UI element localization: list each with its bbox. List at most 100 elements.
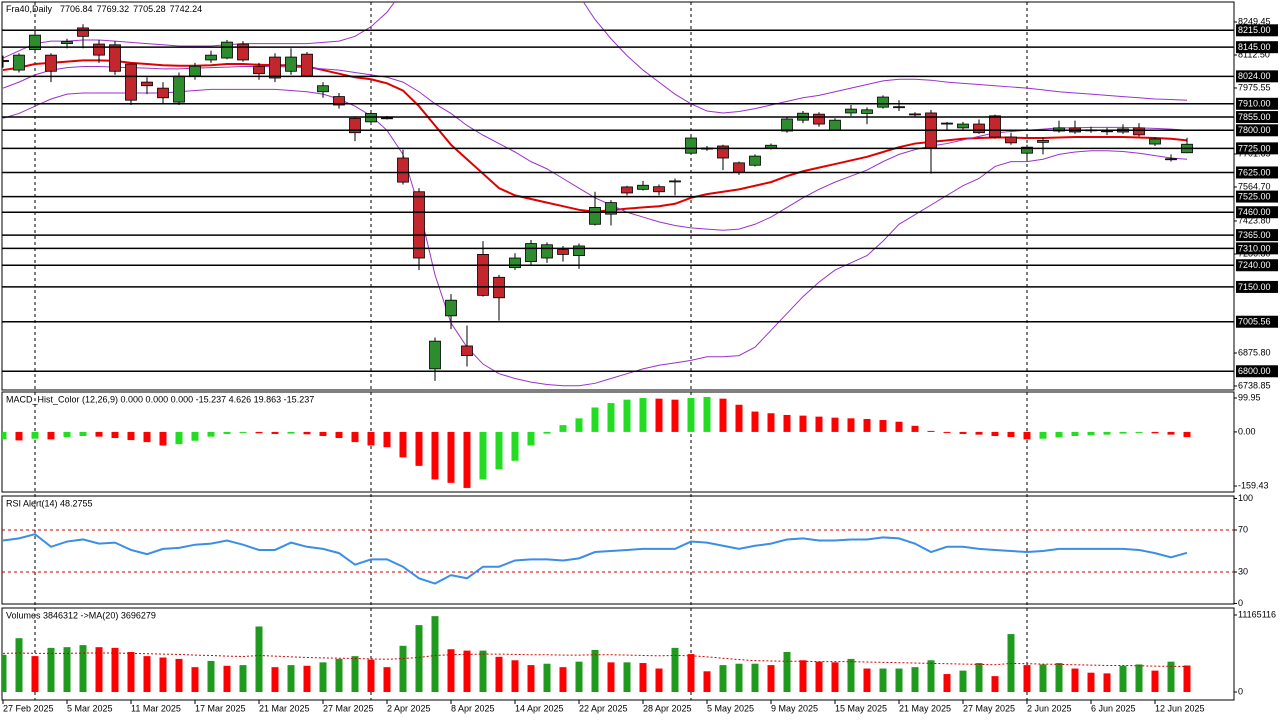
panel-title: RSI Alert(14) 48.2755 <box>6 498 93 508</box>
candle-body <box>205 54 217 61</box>
bar <box>1071 668 1079 692</box>
candle-body <box>909 113 921 116</box>
bar <box>223 665 231 692</box>
x-tick-label: 5 Mar 2025 <box>67 703 113 713</box>
bar <box>335 658 343 692</box>
bar <box>431 431 439 480</box>
bar <box>127 652 135 692</box>
level-label-box <box>1236 229 1278 242</box>
rsi-panel <box>1 495 1235 605</box>
candle-body <box>989 115 1001 138</box>
candle-body <box>77 27 89 37</box>
x-tick-label: 9 May 2025 <box>771 703 818 713</box>
x-tick-label: 28 Apr 2025 <box>643 703 692 713</box>
candle-body <box>157 87 169 99</box>
bar <box>671 647 679 692</box>
candle-body <box>509 257 521 269</box>
indicator-line <box>2 2 1188 114</box>
bar <box>399 645 407 692</box>
bar <box>1183 665 1191 692</box>
x-tick-label: 8 Apr 2025 <box>451 703 495 713</box>
candle-body <box>829 119 841 131</box>
bar <box>271 431 279 434</box>
candle-body <box>333 96 345 106</box>
bar <box>687 397 695 432</box>
y-tick-label: 99.95 <box>1238 392 1261 402</box>
candle-body <box>397 157 409 183</box>
bar <box>863 668 871 692</box>
bar <box>207 660 215 692</box>
bar <box>543 431 551 434</box>
bar <box>511 431 519 461</box>
bar <box>527 431 535 446</box>
bar <box>959 431 967 434</box>
candle-body <box>845 108 857 114</box>
candle-body <box>141 81 153 87</box>
bar <box>111 431 119 439</box>
bar <box>319 431 327 436</box>
candle-body <box>813 113 825 125</box>
level-label: 7625.00 <box>1238 167 1271 177</box>
bar <box>719 398 727 432</box>
bar <box>47 647 55 692</box>
chart-title: Fra40,Daily <box>6 4 53 14</box>
bar <box>495 656 503 692</box>
candle-body <box>253 65 265 75</box>
bar <box>1023 431 1031 440</box>
bar <box>255 431 263 434</box>
header-value: 7742.24 <box>170 4 203 14</box>
panel-title: MACD_Hist_Color (12,26,9) 0.000 0.000 0.… <box>6 394 314 404</box>
bar <box>751 411 759 432</box>
level-label: 8024.00 <box>1238 71 1271 81</box>
candle-body <box>317 85 329 93</box>
candle-body <box>221 41 233 59</box>
level-label-box <box>1236 124 1278 137</box>
bar <box>703 396 711 432</box>
x-tick-label: 5 May 2025 <box>707 703 754 713</box>
bar <box>991 676 999 692</box>
bar <box>1055 431 1063 438</box>
level-label: 7525.00 <box>1238 191 1271 201</box>
y-tick-label: 7423.80 <box>1238 215 1271 225</box>
y-tick-label: 70 <box>1238 524 1248 534</box>
y-tick-label: 100 <box>1238 493 1253 503</box>
candle-body <box>1037 140 1049 143</box>
y-tick-label: -159.43 <box>1238 480 1269 490</box>
bar <box>223 431 231 434</box>
bar <box>431 616 439 692</box>
candle-body <box>733 162 745 173</box>
bar <box>703 671 711 692</box>
bar <box>303 665 311 692</box>
bar <box>639 663 647 692</box>
bar <box>863 419 871 432</box>
candle-body <box>669 180 681 183</box>
bar <box>655 398 663 432</box>
y-tick-label: 0 <box>1238 686 1243 696</box>
candle-body <box>13 54 25 71</box>
bar <box>63 431 71 438</box>
level-label-box <box>1236 24 1278 37</box>
bar <box>607 403 615 432</box>
level-label-box <box>1236 206 1278 219</box>
header-value: 7769.32 <box>97 4 130 14</box>
candle-body <box>605 202 617 215</box>
y-tick-label: 11165116 <box>1238 609 1276 619</box>
level-label: 7005.56 <box>1238 317 1271 327</box>
bar <box>335 431 343 439</box>
candle-body <box>1133 127 1145 136</box>
bar <box>991 431 999 436</box>
bar <box>95 431 103 437</box>
x-tick-label: 11 Mar 2025 <box>131 703 181 713</box>
bar <box>127 431 135 441</box>
candle-body <box>381 117 393 120</box>
bar <box>207 431 215 437</box>
candle-body <box>573 245 585 257</box>
bar <box>895 421 903 432</box>
bar <box>447 649 455 692</box>
bar <box>975 431 983 435</box>
candle-body <box>941 122 953 125</box>
bar <box>1135 664 1143 692</box>
x-tick-label: 27 May 2025 <box>963 703 1015 713</box>
